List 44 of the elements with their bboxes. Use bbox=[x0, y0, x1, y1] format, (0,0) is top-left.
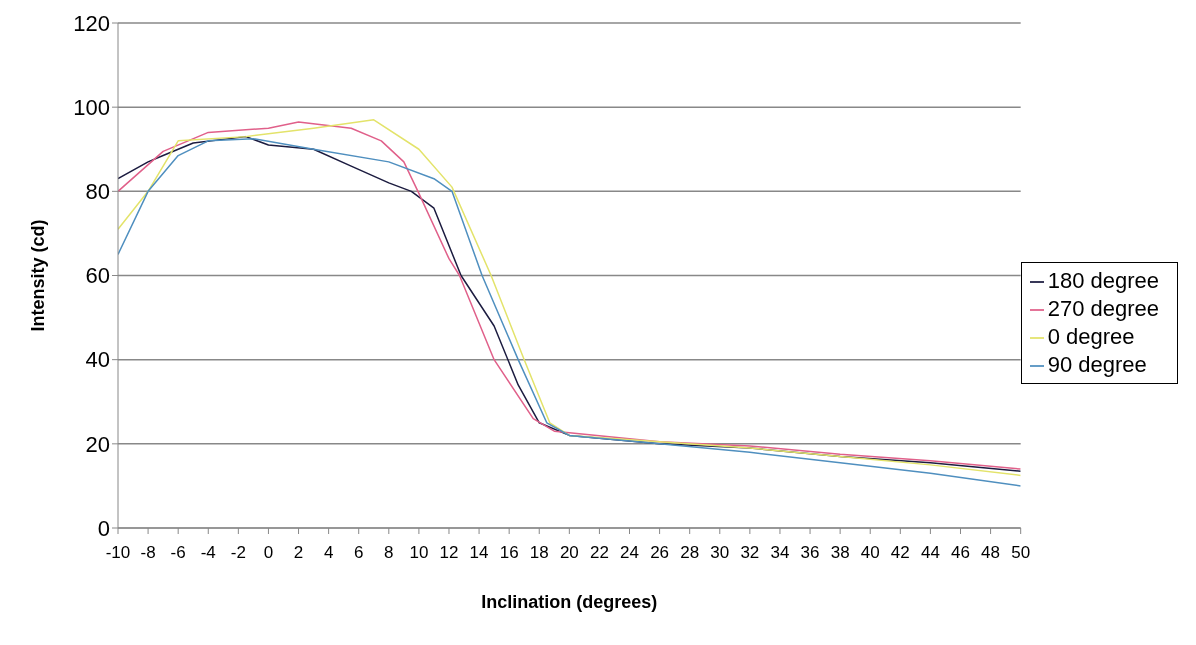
x-tick-label: -2 bbox=[230, 543, 246, 562]
x-tick-label: 10 bbox=[409, 543, 429, 562]
legend-label: 0 degree bbox=[1047, 324, 1135, 349]
y-tick-label: 20 bbox=[85, 431, 110, 457]
x-tick-label: 38 bbox=[830, 543, 850, 562]
x-tick-label: 34 bbox=[770, 543, 790, 562]
x-tick-label: 18 bbox=[529, 543, 549, 562]
x-tick-label: 26 bbox=[650, 543, 670, 562]
legend-label: 180 degree bbox=[1047, 268, 1159, 293]
legend-label: 90 degree bbox=[1047, 352, 1147, 377]
x-tick-label: 30 bbox=[710, 543, 730, 562]
y-tick-label: 80 bbox=[85, 179, 110, 205]
x-axis-title: Inclination (degrees) bbox=[481, 592, 658, 612]
x-tick-label: -10 bbox=[105, 543, 131, 562]
x-tick-label: -4 bbox=[200, 543, 216, 562]
x-tick-label: 44 bbox=[920, 543, 940, 562]
x-tick-label: 16 bbox=[499, 543, 519, 562]
x-tick-label: 28 bbox=[680, 543, 700, 562]
x-tick-label: -6 bbox=[170, 543, 186, 562]
x-tick-label: 24 bbox=[620, 543, 639, 562]
x-tick-label: 12 bbox=[439, 543, 459, 562]
x-tick-label: 20 bbox=[559, 543, 579, 562]
y-tick-label: 100 bbox=[73, 94, 110, 120]
x-tick-label: 48 bbox=[981, 543, 1001, 562]
x-tick-label: 8 bbox=[384, 543, 394, 562]
x-tick-label: 14 bbox=[469, 543, 489, 562]
x-tick-label: 36 bbox=[800, 543, 820, 562]
x-tick-label: 4 bbox=[323, 543, 334, 562]
x-tick-label: 40 bbox=[860, 543, 880, 562]
x-tick-label: 22 bbox=[589, 543, 609, 562]
y-axis-title: Intensity (cd) bbox=[28, 219, 49, 332]
x-tick-label: 42 bbox=[890, 543, 910, 562]
x-tick-label: 6 bbox=[353, 543, 364, 562]
x-tick-label: -8 bbox=[140, 543, 156, 562]
x-tick-label: 2 bbox=[293, 543, 304, 562]
y-tick-label: 60 bbox=[85, 263, 110, 289]
legend-label: 270 degree bbox=[1047, 296, 1159, 321]
x-tick-label: 32 bbox=[740, 543, 760, 562]
x-tick-label: 46 bbox=[951, 543, 970, 562]
y-tick-label: 120 bbox=[73, 10, 110, 36]
x-tick-label: 0 bbox=[263, 543, 274, 562]
y-tick-label: 0 bbox=[97, 515, 110, 541]
y-tick-label: 40 bbox=[85, 347, 110, 373]
x-tick-label: 50 bbox=[1011, 543, 1031, 562]
